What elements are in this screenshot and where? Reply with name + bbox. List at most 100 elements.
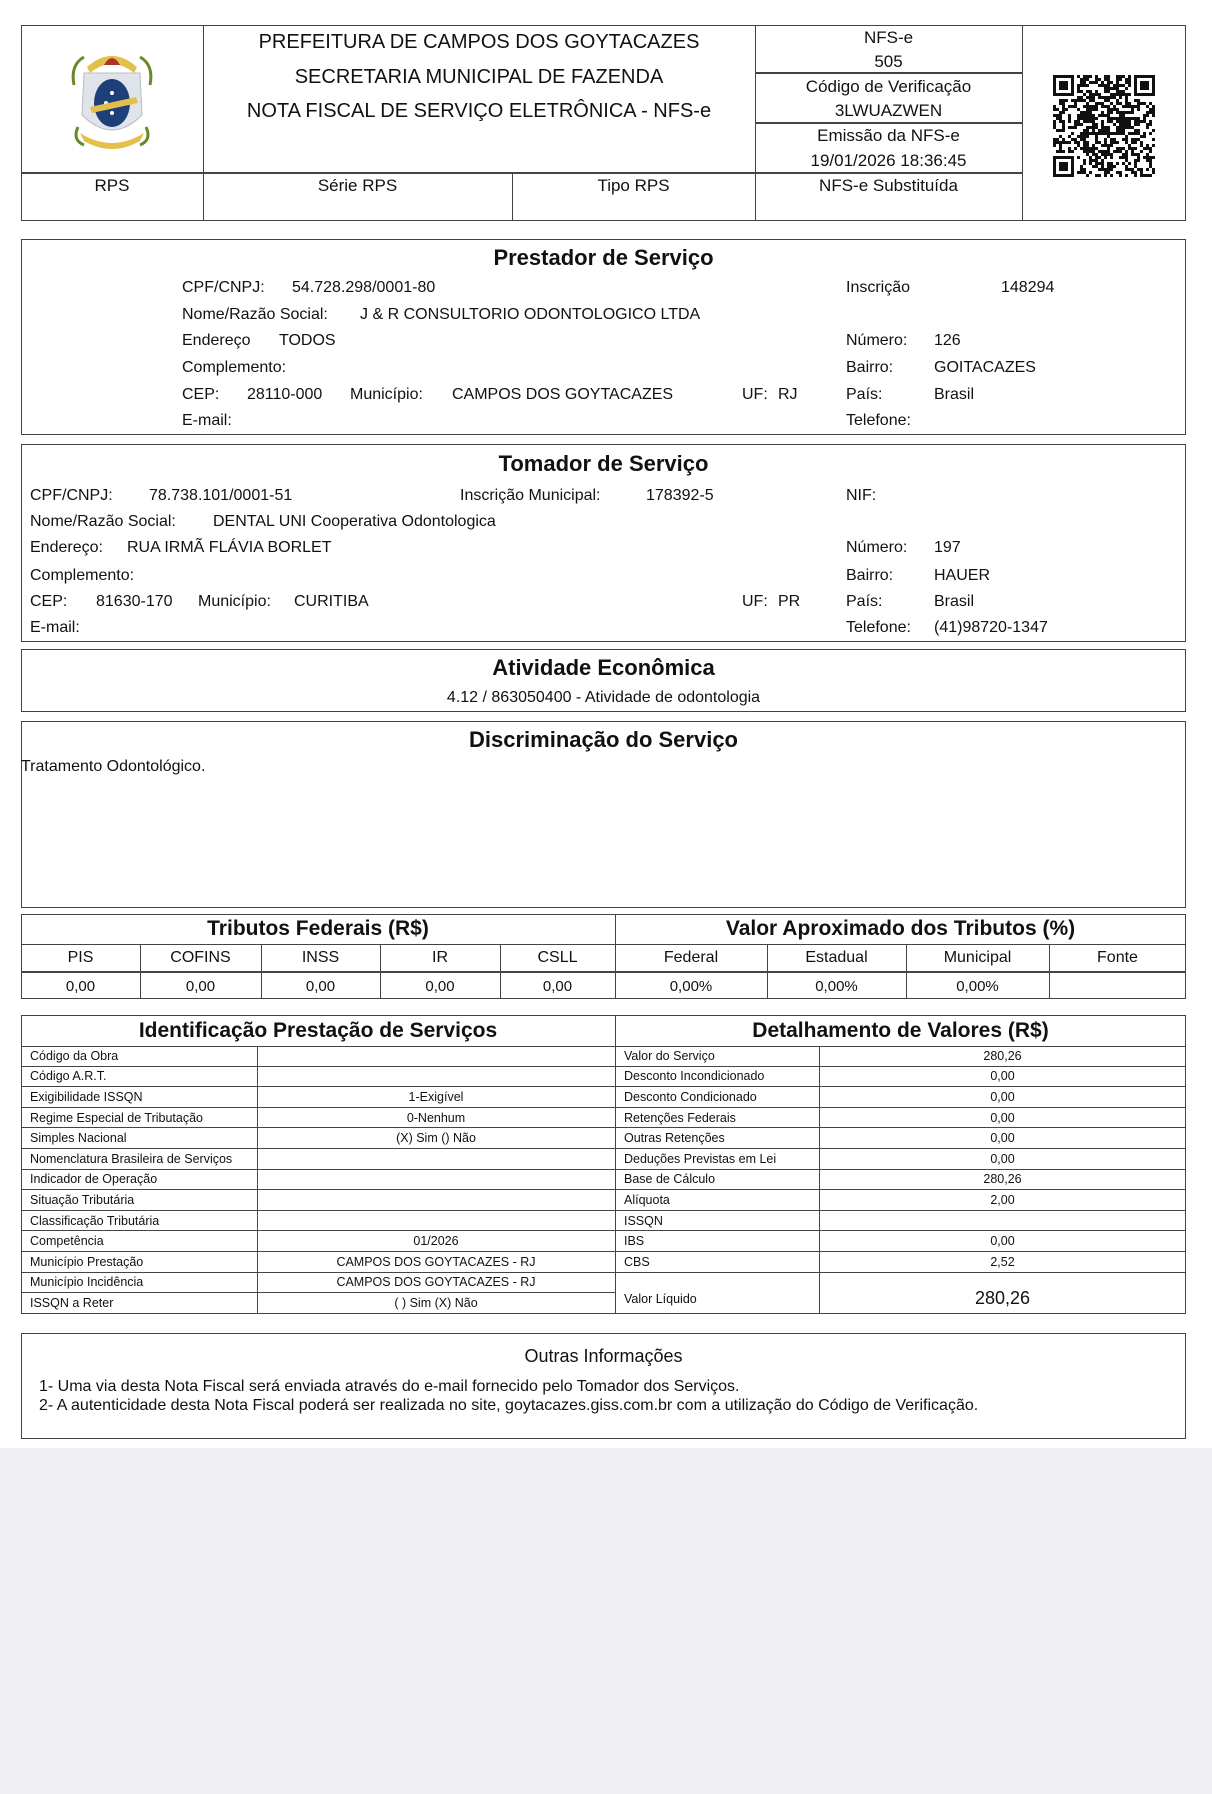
prestador-cep: 28110-000	[247, 386, 323, 403]
detalhamento-row-value	[819, 1211, 1186, 1232]
identificacao-row-value	[257, 1170, 615, 1191]
tomador-pais-label: País:	[846, 593, 883, 610]
detalhamento-row-label: Valor do Serviço	[615, 1046, 819, 1067]
prestador-endereco-label: Endereço	[182, 332, 251, 349]
header-title-1: PREFEITURA DE CAMPOS DOS GOYTACAZES	[258, 31, 700, 53]
identificacao-row-value	[257, 1211, 615, 1232]
tomador-inscricao: 178392-5	[646, 487, 714, 504]
divider	[755, 72, 1022, 74]
detalhamento-row-label: Retenções Federais	[615, 1108, 819, 1129]
tributo-header: COFINS	[170, 949, 231, 966]
identificacao-row-value: 01/2026	[257, 1231, 615, 1252]
identificacao-row-value	[257, 1067, 615, 1088]
divider	[140, 944, 141, 999]
detalhamento-row-label: Deduções Previstas em Lei	[615, 1149, 819, 1170]
divider	[203, 25, 204, 221]
detalhamento-row-value: 280,26	[819, 1170, 1186, 1191]
tributo-header: Estadual	[805, 949, 868, 966]
emission-datetime: 19/01/2026 18:36:45	[810, 151, 967, 170]
verification-code-label: Código de Verificação	[805, 77, 972, 96]
tomador-inscricao-label: Inscrição Municipal:	[460, 487, 601, 504]
header-box	[21, 25, 1186, 221]
identificacao-row-label: Exigibilidade ISSQN	[21, 1087, 257, 1108]
prestador-pais: Brasil	[934, 386, 975, 403]
valor-aproximado-title: Valor Aproximado dos Tributos (%)	[725, 917, 1076, 940]
tomador-nome-label: Nome/Razão Social:	[30, 513, 176, 530]
prestador-inscricao-label: Inscrição	[846, 279, 911, 296]
tomador-endereco-label: Endereço:	[30, 539, 103, 556]
tributo-value: 0,00	[65, 977, 96, 995]
prestador-pais-label: País:	[846, 386, 883, 403]
emission-label: Emissão da NFS-e	[817, 126, 960, 145]
header-title-3: NOTA FISCAL DE SERVIÇO ELETRÔNICA - NFS-…	[246, 100, 712, 122]
divider	[906, 944, 907, 999]
divider	[512, 172, 513, 221]
tipo-rps-label: Tipo RPS	[597, 176, 670, 195]
prestador-nome: J & R CONSULTORIO ODONTOLOGICO LTDA	[360, 306, 701, 323]
tomador-cnpj-label: CPF/CNPJ:	[30, 487, 113, 504]
identificacao-row-label: Código A.R.T.	[21, 1067, 257, 1088]
identificacao-row-label: Município Incidência	[21, 1273, 257, 1294]
prestador-cep-label: CEP:	[182, 386, 220, 403]
identificacao-row-value: CAMPOS DOS GOYTACAZES - RJ	[257, 1273, 615, 1294]
identificacao-row-value	[257, 1149, 615, 1170]
tributo-header: Federal	[663, 949, 719, 966]
tomador-numero-label: Número:	[846, 539, 908, 556]
identificacao-row-label: Município Prestação	[21, 1252, 257, 1273]
detalhamento-row-label: Outras Retenções	[615, 1128, 819, 1149]
valor-liquido-label: Valor Líquido	[624, 1291, 697, 1306]
municipal-coat-of-arms-logo	[62, 45, 162, 155]
tomador-cep: 81630-170	[96, 593, 173, 610]
identificacao-row-value: ( ) Sim (X) Não	[394, 1296, 478, 1311]
divider	[21, 1046, 1186, 1047]
tributo-value: 0,00	[305, 977, 336, 995]
header-title-2: SECRETARIA MUNICIPAL DE FAZENDA	[294, 66, 664, 88]
prestador-nome-label: Nome/Razão Social:	[182, 306, 328, 323]
prestador-bairro: GOITACAZES	[934, 359, 1036, 376]
tomador-pais: Brasil	[934, 593, 975, 610]
tomador-uf: PR	[778, 593, 801, 610]
tributo-value: 0,00%	[669, 977, 713, 995]
detalhamento-row-value: 0,00	[819, 1128, 1186, 1149]
prestador-email-label: E-mail:	[182, 412, 232, 429]
rps-label: RPS	[94, 176, 130, 195]
divider	[257, 1046, 258, 1314]
prestador-municipio: CAMPOS DOS GOYTACAZES	[452, 386, 674, 403]
identificacao-row-label: Indicador de Operação	[21, 1170, 257, 1191]
detalhamento-row-value: 280,26	[819, 1046, 1186, 1067]
prestador-numero: 126	[934, 332, 961, 349]
tributo-header: INSS	[301, 949, 340, 966]
identificacao-row-value	[257, 1190, 615, 1211]
detalhamento-row-value: 0,00	[819, 1087, 1186, 1108]
detalhamento-row-label: Alíquota	[615, 1190, 819, 1211]
tributos-federais-title: Tributos Federais (R$)	[207, 917, 429, 940]
divider	[819, 1046, 820, 1314]
divider	[615, 914, 616, 999]
qr-code	[1053, 75, 1155, 177]
tomador-title: Tomador de Serviço	[498, 451, 709, 476]
atividade-section	[21, 649, 1186, 712]
detalhamento-row-label: IBS	[615, 1231, 819, 1252]
identificacao-row-label: Simples Nacional	[21, 1128, 257, 1149]
tomador-complemento-label: Complemento:	[30, 567, 135, 584]
tomador-telefone-label: Telefone:	[846, 619, 911, 636]
detalhamento-title: Detalhamento de Valores (R$)	[752, 1019, 1049, 1042]
identificacao-row-label: Situação Tributária	[21, 1190, 257, 1211]
tomador-nome: DENTAL UNI Cooperativa Odontologica	[213, 513, 496, 530]
serie-rps-label: Série RPS	[317, 176, 398, 195]
identificacao-row-label: Código da Obra	[21, 1046, 257, 1067]
prestador-bairro-label: Bairro:	[846, 359, 894, 376]
tomador-bairro: HAUER	[934, 567, 991, 584]
detalhamento-row-value: 0,00	[819, 1067, 1186, 1088]
tributo-value: 0,00%	[956, 977, 999, 995]
tomador-email-label: E-mail:	[30, 619, 80, 636]
divider	[261, 944, 262, 999]
outras-title: Outras Informações	[524, 1346, 683, 1366]
tomador-cnpj: 78.738.101/0001-51	[149, 487, 293, 504]
identificacao-row-value: (X) Sim () Não	[257, 1128, 615, 1149]
prestador-inscricao: 148294	[1001, 279, 1055, 296]
prestador-title: Prestador de Serviço	[493, 245, 714, 270]
outras-line-2: 2- A autenticidade desta Nota Fiscal pod…	[39, 1397, 979, 1414]
divider	[21, 971, 1186, 973]
tomador-endereco: RUA IRMÃ FLÁVIA BORLET	[127, 539, 332, 556]
